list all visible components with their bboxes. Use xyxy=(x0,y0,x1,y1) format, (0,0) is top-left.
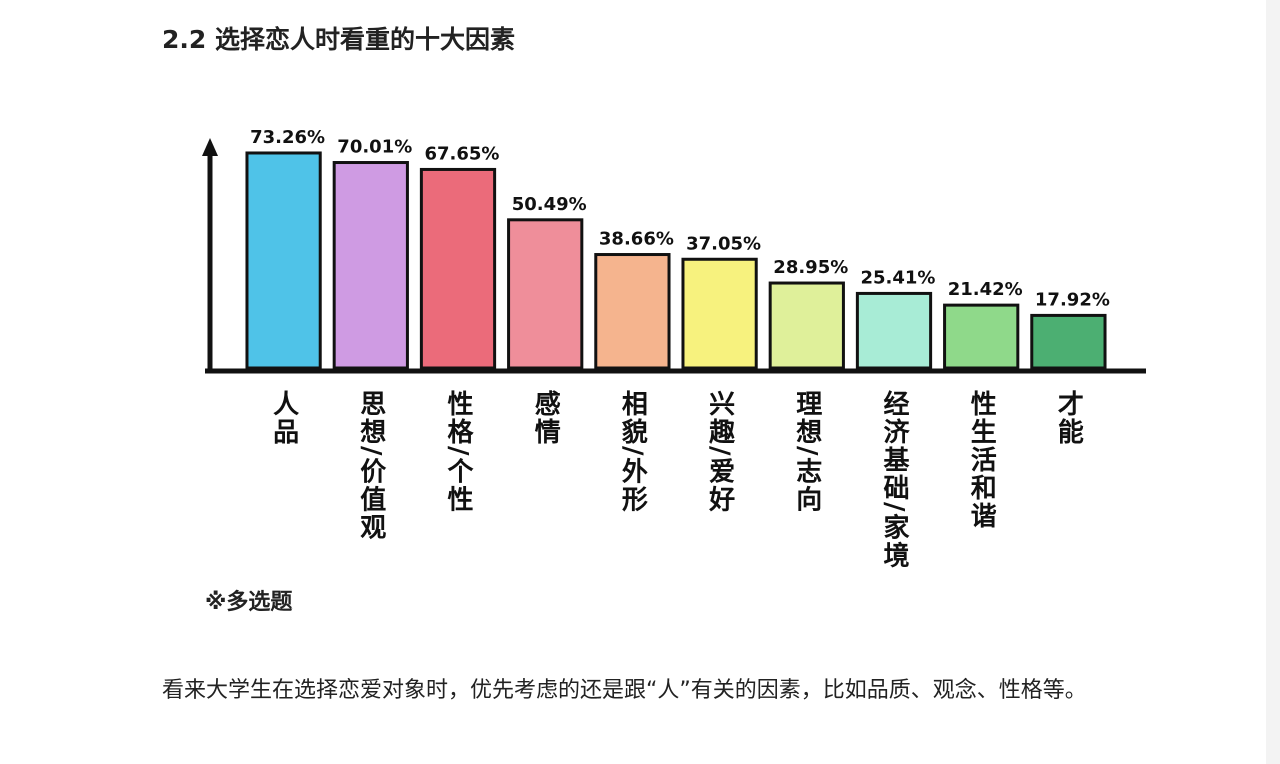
category-label: 人品 xyxy=(269,390,299,446)
paragraph: 看来大学生在选择恋爱对象时，优先考虑的还是跟“人”有关的因素，比如品质、观念、性… xyxy=(162,678,1087,703)
bar xyxy=(681,257,758,370)
value-label: 50.49% xyxy=(512,194,587,215)
page-edge xyxy=(1266,0,1280,764)
category-label: 感情 xyxy=(530,390,560,446)
bar xyxy=(1030,313,1107,370)
category-label: 性生活和谐 xyxy=(966,390,996,530)
value-label: 67.65% xyxy=(425,143,500,164)
value-label: 70.01% xyxy=(337,137,412,158)
bar xyxy=(332,161,409,370)
category-label: 思想/价值观 xyxy=(356,390,386,542)
bar xyxy=(855,291,933,370)
bar xyxy=(768,281,845,370)
bar xyxy=(507,218,584,370)
heading: 2.2 选择恋人时看重的十大因素 xyxy=(162,25,515,54)
note: ※多选题 xyxy=(205,590,293,615)
value-label: 38.66% xyxy=(599,229,674,250)
bar xyxy=(594,253,671,370)
bar xyxy=(419,167,497,370)
y-axis-arrow xyxy=(202,138,218,156)
bar xyxy=(943,303,1020,370)
value-label: 25.41% xyxy=(861,267,936,288)
value-label: 28.95% xyxy=(773,257,848,278)
category-label: 相貌/外形 xyxy=(617,390,648,514)
value-label: 21.42% xyxy=(948,279,1023,300)
category-label: 兴趣/爱好 xyxy=(705,390,736,514)
value-label: 73.26% xyxy=(250,127,325,148)
category-label: 理想/志向 xyxy=(792,390,822,514)
value-label: 17.92% xyxy=(1035,289,1110,310)
bar xyxy=(245,151,322,370)
category-label: 才能 xyxy=(1053,390,1083,446)
value-label: 37.05% xyxy=(686,233,761,254)
category-label: 经济基础/家境 xyxy=(879,389,909,570)
category-label: 性格/个性 xyxy=(443,390,473,514)
